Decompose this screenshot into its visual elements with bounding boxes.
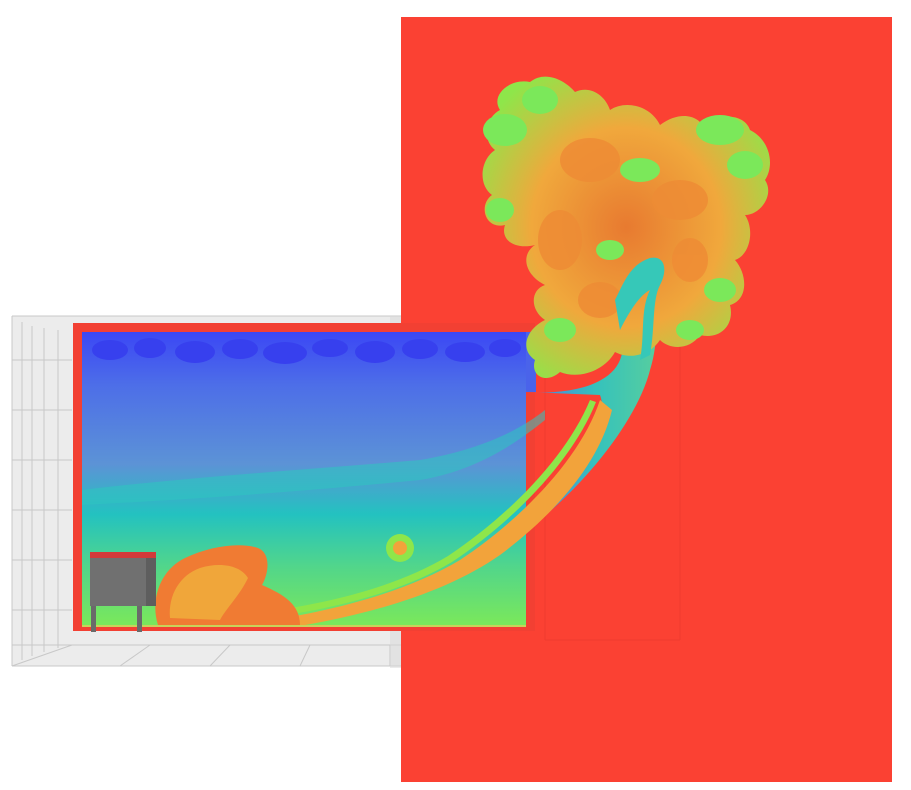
plume-cloud-main <box>482 76 770 379</box>
vortex-blob-inner <box>393 541 407 555</box>
heater-leg-right <box>137 606 142 632</box>
plume-green-tufts <box>483 86 763 342</box>
hot-boundary-green-edge <box>250 400 596 620</box>
room-opening <box>526 332 536 392</box>
heater-leg-left <box>91 606 96 632</box>
hot-boundary-layer <box>240 400 612 626</box>
ceiling-turbulence <box>92 338 521 364</box>
mid-band <box>82 410 545 505</box>
heater-object <box>90 552 156 632</box>
floor-fire-core <box>169 565 248 620</box>
heater-side <box>146 558 156 606</box>
plume-inner-jet <box>615 257 665 360</box>
heater-body <box>90 558 154 606</box>
smoke-plume <box>482 76 770 379</box>
plume-orange-patches <box>538 138 708 318</box>
heater-top <box>90 552 156 558</box>
